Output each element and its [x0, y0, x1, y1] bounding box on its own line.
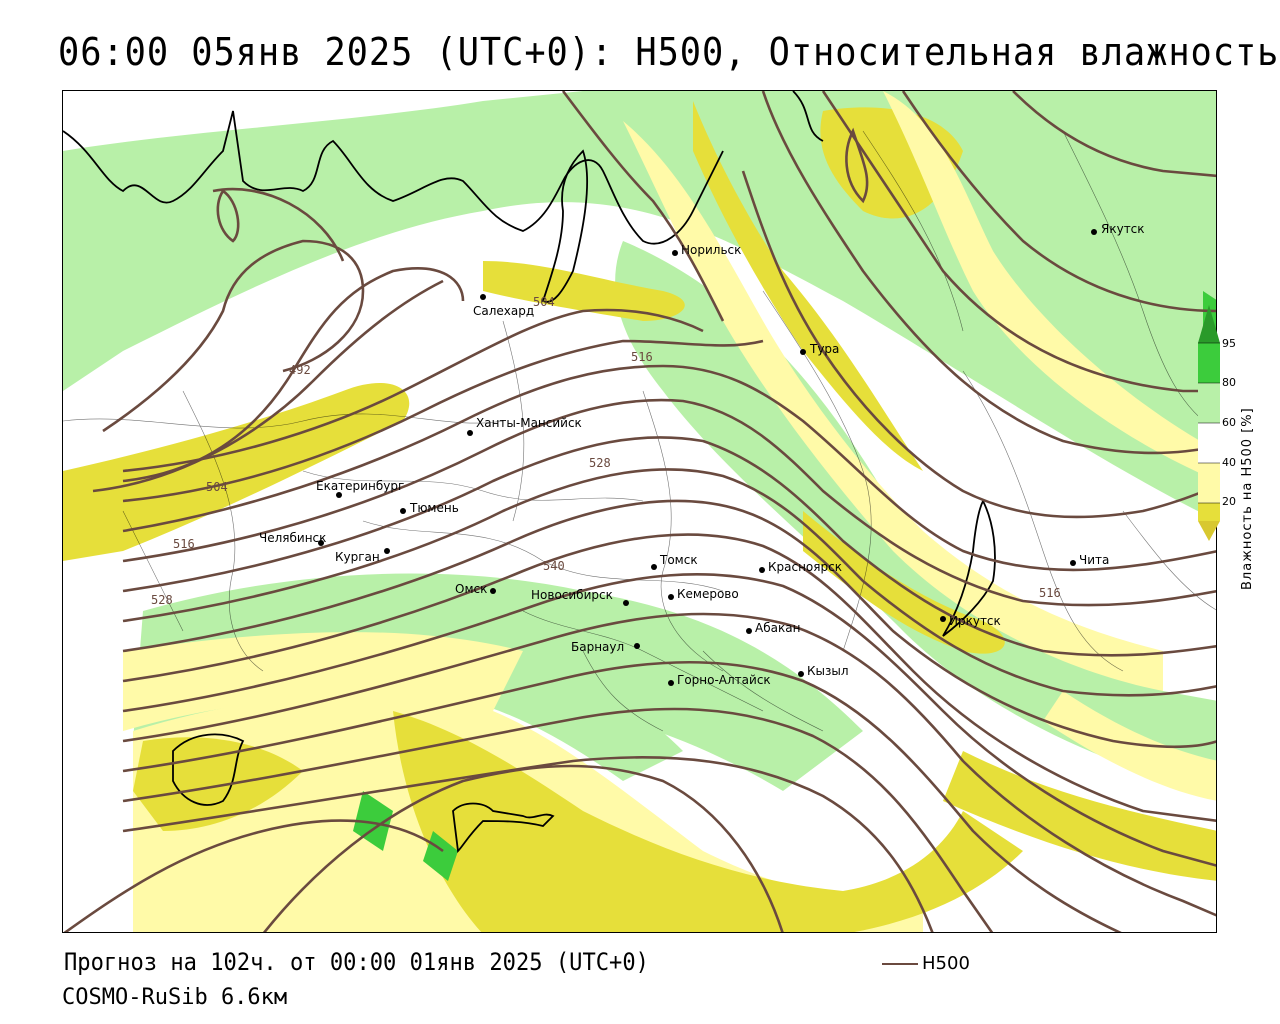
city-kyzyl: Кызыл — [798, 664, 849, 678]
city-kemerovo: Кемерово — [668, 587, 739, 601]
city-omsk: Омск — [455, 582, 496, 596]
coastlines — [63, 91, 996, 853]
city-tomsk: Томск — [651, 553, 698, 570]
svg-text:Горно-Алтайск: Горно-Алтайск — [677, 673, 771, 687]
isoline-label: 504 — [206, 480, 228, 494]
isoline-label: 504 — [533, 295, 555, 309]
colorbar-title: Влажность на H500 [%] — [1240, 407, 1255, 590]
colorbar-tick: 95 — [1222, 337, 1236, 350]
colorbar-tick: 20 — [1222, 495, 1236, 508]
city-norilsk: Норильск — [672, 243, 741, 257]
svg-text:Челябинск: Челябинск — [259, 531, 326, 545]
city-yekaterinburg: Екатеринбург — [316, 479, 404, 498]
svg-text:Барнаул: Барнаул — [571, 640, 624, 654]
svg-text:Красноярск: Красноярск — [768, 560, 842, 574]
isoline-label: 528 — [151, 593, 173, 607]
colorbar-tick: 80 — [1222, 376, 1236, 389]
svg-text:Тура: Тура — [809, 342, 839, 356]
legend-label: H500 — [922, 953, 970, 974]
city-chita: Чита — [1070, 553, 1109, 567]
svg-text:Иркутск: Иркутск — [949, 614, 1001, 628]
svg-text:Томск: Томск — [659, 553, 698, 567]
legend-line-swatch — [882, 962, 918, 965]
model-name: COSMO-RuSib 6.6км — [62, 985, 288, 1010]
svg-text:Кызыл: Кызыл — [807, 664, 849, 678]
isoline-label: 528 — [589, 456, 611, 470]
map-area: 492 504 504 516 516 516 528 528 540 Сале… — [62, 90, 1217, 933]
city-tura: Тура — [800, 342, 839, 356]
cities: Салехард Норильск Якутск Тура Ханты-Манс… — [259, 222, 1145, 687]
colorbar-tick: 40 — [1222, 456, 1236, 469]
city-barnaul: Барнаул — [571, 640, 640, 654]
city-irkutsk: Иркутск — [940, 614, 1001, 628]
city-chelyabinsk: Челябинск — [259, 531, 326, 546]
isoline-labels: 492 504 504 516 516 516 528 528 540 — [151, 295, 1061, 607]
city-salekhard: Салехард — [473, 294, 534, 318]
svg-text:Новосибирск: Новосибирск — [531, 588, 613, 602]
colorbar-tick: 60 — [1222, 416, 1236, 429]
svg-text:Норильск: Норильск — [681, 243, 741, 257]
isoline-label: 492 — [289, 363, 311, 377]
svg-text:Якутск: Якутск — [1101, 222, 1145, 236]
svg-text:Чита: Чита — [1079, 553, 1109, 567]
forecast-info: Прогноз на 102ч. от 00:00 01янв 2025 (UT… — [64, 948, 649, 976]
isoline-label: 516 — [631, 350, 653, 364]
h500-isolines — [63, 91, 1216, 932]
humidity-colorbar — [1198, 305, 1220, 541]
svg-text:Абакан: Абакан — [755, 621, 800, 635]
isoline-label: 516 — [1039, 586, 1061, 600]
city-krasnoyarsk: Красноярск — [759, 560, 842, 574]
svg-text:Тюмень: Тюмень — [409, 501, 459, 515]
svg-text:Курган: Курган — [335, 550, 380, 564]
isoline-label: 540 — [543, 559, 565, 573]
map-title: 06:00 05янв 2025 (UTC+0): H500, Относите… — [58, 30, 1280, 74]
svg-text:Ханты-Мансийск: Ханты-Мансийск — [476, 416, 582, 430]
humidity-fields — [63, 91, 1216, 932]
svg-text:Омск: Омск — [455, 582, 487, 596]
city-gorno-altaysk: Горно-Алтайск — [668, 673, 771, 687]
city-abakan: Абакан — [746, 621, 800, 635]
city-khanty-mansiysk: Ханты-Мансийск — [467, 416, 582, 436]
city-novosibirsk: Новосибирск — [531, 588, 629, 606]
city-yakutsk: Якутск — [1091, 222, 1145, 236]
legend: H500 — [882, 953, 970, 974]
svg-text:Кемерово: Кемерово — [677, 587, 739, 601]
svg-text:Салехард: Салехард — [473, 304, 534, 318]
svg-text:Екатеринбург: Екатеринбург — [316, 479, 404, 493]
city-kurgan: Курган — [335, 548, 390, 564]
isoline-label: 516 — [173, 537, 195, 551]
city-tyumen: Тюмень — [400, 501, 459, 515]
